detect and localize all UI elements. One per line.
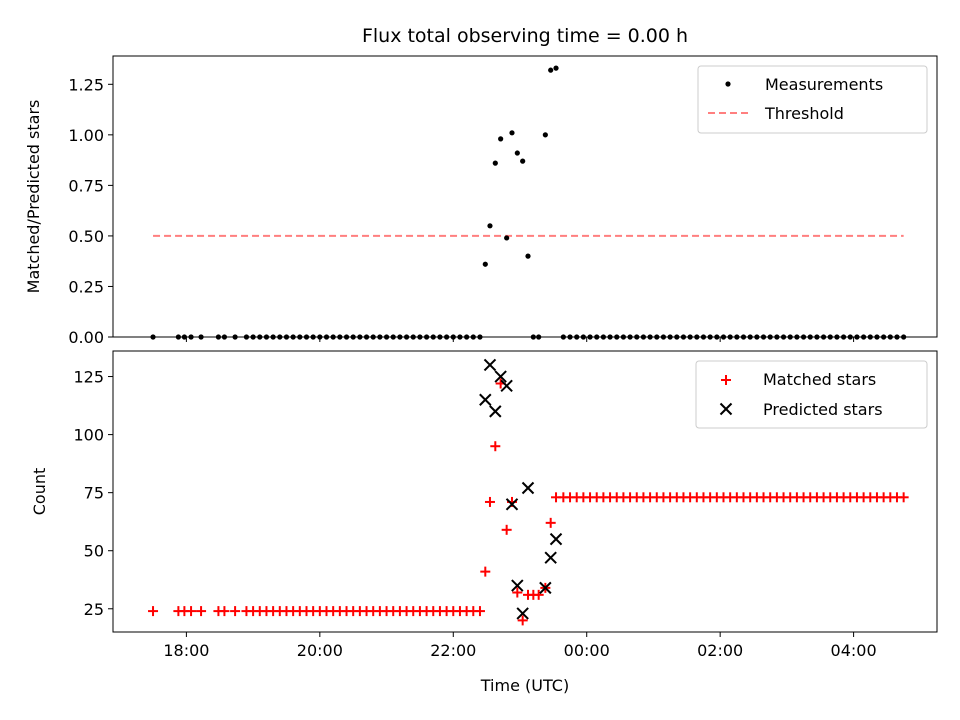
measurement-point	[548, 67, 554, 73]
y-axis-label-count: Count	[30, 468, 49, 516]
axes-frame-top	[112, 55, 938, 338]
matched-star-point	[230, 606, 241, 617]
measurement-point	[504, 235, 510, 241]
matched-star-point	[474, 606, 485, 617]
x-tick-label: 20:00	[297, 641, 343, 660]
predicted-star-point	[511, 579, 524, 592]
matched-star-point	[898, 492, 909, 503]
matched-star-point	[186, 606, 197, 617]
y-tick-label-count: 100	[73, 426, 104, 445]
panel-count: 25 50 75 100 125 18:00 20:00 22:00 00:00 02:00 04:…	[30, 350, 938, 695]
predicted-star-point	[539, 581, 552, 595]
measurement-point	[482, 261, 488, 267]
matched-star-point	[512, 587, 523, 598]
measurement-point	[525, 253, 531, 259]
legend-top: Measurements Threshold	[697, 65, 928, 134]
x-tick-label: 22:00	[430, 641, 476, 660]
matched-star-point	[490, 441, 501, 452]
axes-frame-bottom	[112, 350, 938, 633]
legend-label-measurements: Measurements	[765, 75, 883, 94]
chart-title: Flux total observing time = 0.00 h	[362, 25, 688, 47]
predicted-star-point	[521, 481, 535, 495]
predicted-star-point	[505, 498, 519, 511]
legend-label-predicted: Predicted stars	[763, 400, 883, 419]
measurement-point	[492, 160, 498, 166]
matched-star-point	[533, 589, 544, 600]
predicted-star-point	[516, 607, 529, 620]
matched-star-point	[501, 524, 512, 535]
legend-label-matched: Matched stars	[763, 370, 876, 389]
legend-marker-matched	[721, 375, 731, 385]
predicted-star-point	[483, 358, 497, 372]
y-axis-label-ratio: Matched/Predicted stars	[24, 100, 43, 294]
y-tick-label-ratio: 1.00	[68, 126, 104, 145]
measurement-point	[553, 65, 559, 71]
x-tick-label: 02:00	[697, 641, 743, 660]
measurement-point	[487, 223, 493, 229]
predicted-star-point	[544, 551, 557, 564]
matched-star-point	[484, 496, 495, 507]
measurement-point	[514, 150, 520, 156]
predicted-star-point	[479, 393, 492, 406]
legend-x-glyph	[719, 402, 733, 416]
matched-star-point	[480, 566, 491, 577]
matched-star-point	[517, 615, 528, 626]
y-tick-label-count: 25	[84, 600, 104, 619]
legend-box-top	[697, 65, 928, 134]
measurement-point	[509, 130, 515, 136]
y-tick-label-ratio: 0.25	[68, 277, 104, 296]
x-tick-label: 00:00	[564, 641, 610, 660]
measurement-point	[498, 136, 504, 142]
y-tick-label-count: 75	[84, 484, 104, 503]
legend-box-bottom	[695, 360, 928, 429]
x-axis-label: Time (UTC)	[480, 676, 569, 695]
y-tick-label-count: 50	[84, 542, 104, 561]
predicted-star-point	[549, 532, 563, 546]
legend-marker-measurements	[725, 81, 731, 87]
legend-bottom: Matched stars Predicted stars	[695, 360, 928, 429]
legend-label-threshold: Threshold	[764, 104, 844, 123]
measurement-point	[520, 158, 526, 164]
matched-star-point	[148, 606, 159, 617]
legend-plus-glyph	[721, 375, 731, 385]
y-tick-label-ratio: 0.50	[68, 227, 104, 246]
legend-marker-predicted	[719, 402, 733, 416]
y-tick-label-count: 125	[73, 368, 104, 387]
y-tick-label-ratio: 0.00	[68, 328, 104, 347]
y-tick-label-ratio: 0.75	[68, 176, 104, 195]
measurement-point	[542, 132, 548, 138]
matched-star-point	[219, 606, 230, 617]
x-tick-label: 04:00	[831, 641, 877, 660]
x-tick-label: 18:00	[163, 641, 209, 660]
predicted-star-point	[489, 405, 502, 418]
predicted-star-point	[494, 370, 507, 383]
matched-star-point	[196, 606, 207, 617]
matched-star-point	[545, 517, 556, 528]
predicted-star-point	[500, 379, 513, 393]
y-tick-label-ratio: 1.25	[68, 75, 104, 94]
panel-ratio: Flux total observing time = 0.00 h 0.00 0…	[24, 25, 938, 347]
